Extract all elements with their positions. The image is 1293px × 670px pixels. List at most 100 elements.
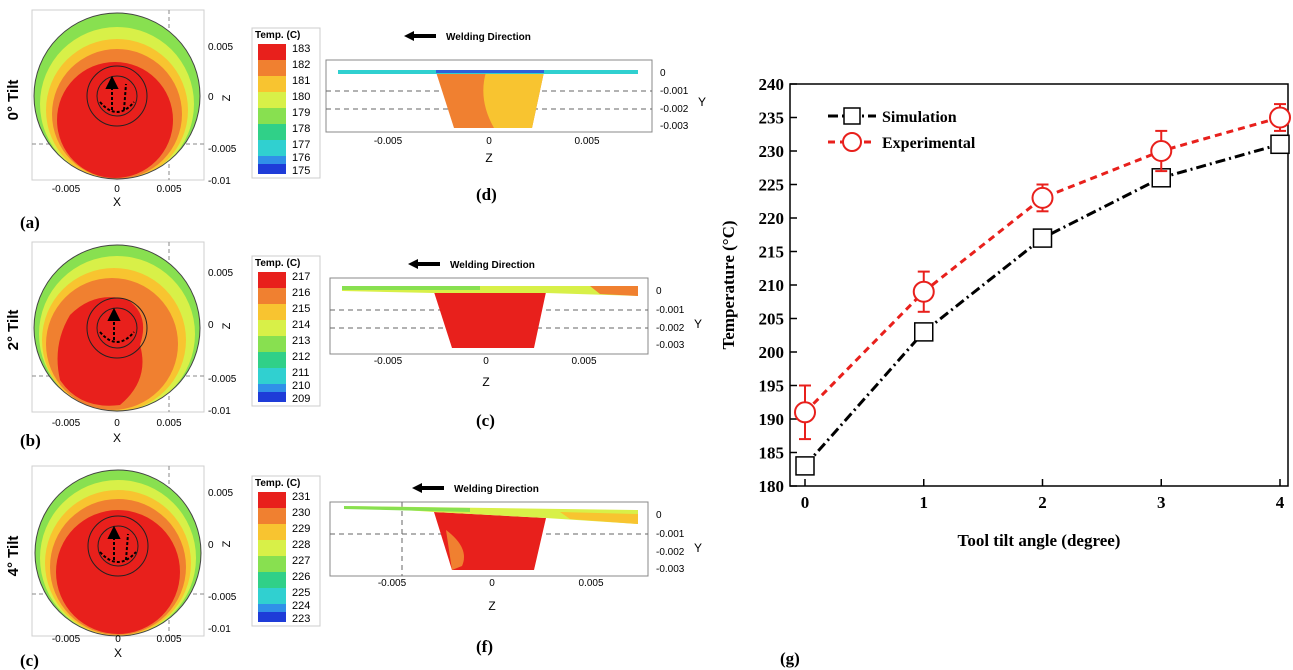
y-tick-label: 225 [759, 176, 785, 195]
y-tick: -0.002 [656, 323, 685, 334]
y-tick: 0 [656, 286, 662, 297]
legend-value: 231 [292, 491, 310, 503]
legend-value: 209 [292, 393, 310, 405]
y-tick-label: 220 [759, 209, 785, 228]
z-axis-label: Z [221, 94, 233, 101]
y-tick: -0.001 [660, 86, 689, 97]
cross-section-plot: Welding Direction 0 -0.001 -0.002 -0.003… [329, 483, 702, 613]
simulation-point [795, 456, 815, 476]
y-tick-label: 230 [759, 142, 785, 161]
z-axis-label: Z [485, 151, 492, 165]
z-tick: 0 [208, 540, 214, 551]
z-tick: -0.01 [208, 624, 231, 635]
x-axis-label: X [113, 431, 121, 445]
x-tick: 0.005 [156, 634, 181, 645]
legend-value: 181 [292, 75, 310, 87]
y-tick-label: 210 [759, 276, 785, 295]
y-tick-label: 215 [759, 243, 785, 262]
cross-section-plot: Welding Direction 0 -0.001 -0.002 -0.003… [329, 259, 702, 389]
z-tick: -0.005 [208, 374, 237, 385]
y-tick-label: 180 [759, 477, 785, 496]
legend-value: 182 [292, 59, 310, 71]
x-tick: -0.005 [52, 634, 81, 645]
welding-direction-arrow-icon [412, 483, 444, 493]
legend-value: 214 [292, 319, 310, 331]
top-view-plot: 0.005 0 -0.005 -0.01 Z -0.005 0 0.005 X [31, 241, 237, 445]
x-tick: -0.005 [52, 418, 81, 429]
legend-title: Temp. (C) [255, 258, 300, 269]
y-tick: -0.001 [656, 529, 685, 540]
z-tick: -0.005 [378, 578, 407, 589]
legend-title: Temp. (C) [255, 478, 300, 489]
legend-value: 179 [292, 107, 310, 119]
panel-label: (d) [476, 185, 497, 204]
panel-label: (b) [20, 431, 41, 450]
legend-value: 180 [292, 91, 310, 103]
z-tick: 0 [208, 92, 214, 103]
z-tick: -0.01 [208, 176, 231, 187]
legend-value: 178 [292, 123, 310, 135]
experimental-point [794, 401, 816, 424]
z-tick: 0 [208, 320, 214, 331]
row-label: 0° Tilt [5, 80, 22, 121]
y-tick: -0.003 [660, 121, 689, 132]
z-tick: -0.005 [208, 144, 237, 155]
tool-rotation-arrows-icon [99, 307, 135, 343]
tool-rotation-arrows-icon [99, 525, 137, 563]
y-tick: 0 [656, 510, 662, 521]
z-axis-label: Z [221, 322, 233, 329]
top-view-plot: 0.005 0 -0.005 -0.01 Z -0.005 0 0.005 X [31, 465, 237, 660]
x-axis-label: Tool tilt angle (degree) [958, 531, 1121, 550]
z-tick: 0.005 [208, 488, 233, 499]
top-view-plot: 0.005 0 -0.005 -0.01 Z 0 0.005 -0.005 X [31, 9, 237, 209]
y-tick-label: 190 [759, 410, 785, 429]
legend-label: Experimental [882, 135, 976, 152]
legend-label: Simulation [882, 109, 957, 126]
y-tick: -0.002 [656, 547, 685, 558]
row-label: 4° Tilt [5, 536, 22, 577]
y-tick-label: 235 [759, 109, 785, 128]
y-axis-label: Y [694, 317, 702, 331]
y-tick: 0 [660, 68, 666, 79]
z-tick: 0 [483, 356, 489, 367]
row-0deg: 0° Tilt 0.005 0 -0.005 -0.01 [5, 9, 706, 232]
x-tick-label: 1 [920, 493, 929, 512]
panel-label: (g) [780, 649, 800, 668]
temperature-legend: Temp. (C) 217 216 215 214 213 212 211 21… [251, 255, 321, 407]
legend-value: 226 [292, 571, 310, 583]
temperature-contour [35, 470, 201, 636]
y-tick: -0.002 [660, 104, 689, 115]
z-tick: -0.01 [208, 406, 231, 417]
x-tick: 0 [114, 418, 120, 429]
z-tick: 0 [489, 578, 495, 589]
legend-value: 212 [292, 351, 310, 363]
legend-value: 176 [292, 152, 310, 164]
x-axis-label: X [114, 646, 122, 660]
temperature-legend: Temp. (C) 183 182 181 180 179 178 177 17… [251, 27, 321, 179]
legend-value: 183 [292, 43, 310, 55]
y-tick-label: 205 [759, 310, 785, 329]
x-tick: -0.005 [52, 184, 81, 195]
tool-rotation-arrows-icon [99, 75, 135, 113]
legend-value: 229 [292, 523, 310, 535]
plot-frame [789, 83, 1289, 487]
temperature-vs-tilt-chart: 180185190195200205210215220225230235240 … [719, 75, 1291, 668]
y-axis-ticks: 180 185 190 195 200 205 210 215 220 225 230 235 240 [759, 75, 797, 496]
z-tick: 0 [486, 136, 492, 147]
x-tick: 0 [115, 634, 121, 645]
legend-value: 227 [292, 555, 310, 567]
experimental-point [1269, 106, 1291, 129]
weld-zone [434, 292, 546, 348]
legend-value: 175 [292, 165, 310, 177]
x-tick-label: 4 [1276, 493, 1285, 512]
temperature-legend: Temp. (C) 231 230 229 228 227 226 225 22… [251, 475, 321, 627]
x-tick-label: 2 [1038, 493, 1047, 512]
legend-value: 216 [292, 287, 310, 299]
cross-section-plot: Welding Direction 0 -0.001 -0.002 -0.003… [325, 31, 706, 165]
x-tick-label: 3 [1157, 493, 1166, 512]
x-tick: 0.005 [156, 418, 181, 429]
simulation-point [1270, 134, 1290, 155]
x-axis-label: X [113, 195, 121, 209]
legend-value: 217 [292, 271, 310, 283]
x-tick: 0.005 [156, 184, 181, 195]
